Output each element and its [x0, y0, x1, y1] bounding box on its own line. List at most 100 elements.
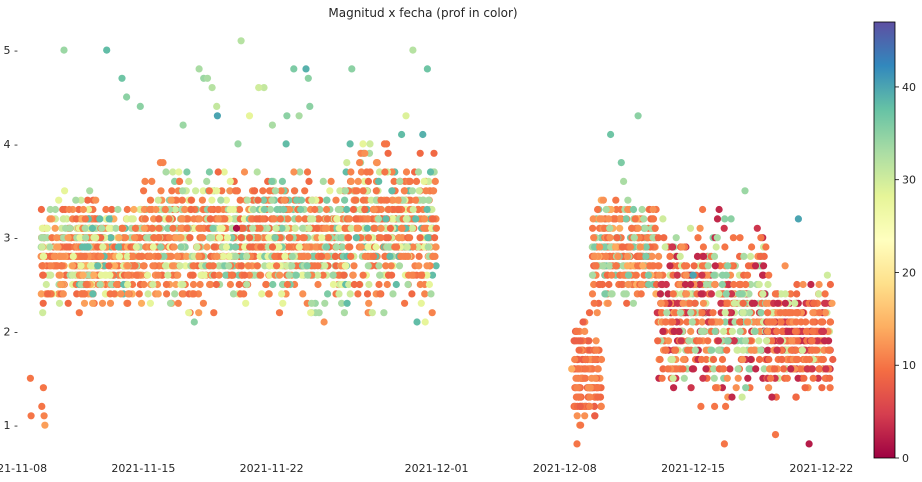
data-point — [171, 177, 179, 185]
data-point — [361, 205, 369, 214]
data-point — [162, 280, 170, 289]
data-point — [651, 224, 659, 232]
data-point — [154, 252, 162, 260]
data-point — [168, 187, 176, 195]
data-point — [815, 280, 823, 289]
data-point — [757, 234, 765, 242]
colorbar-tick-label: 20 — [902, 266, 916, 279]
data-point — [278, 224, 286, 232]
data-point — [322, 205, 331, 214]
data-point — [744, 374, 752, 382]
data-point — [68, 271, 77, 279]
data-point — [787, 346, 795, 354]
data-point — [421, 290, 429, 298]
data-point — [372, 159, 381, 167]
data-point — [792, 309, 800, 317]
data-point — [55, 196, 63, 204]
data-point — [699, 299, 708, 307]
data-point — [755, 280, 763, 289]
data-point — [198, 196, 206, 204]
data-point — [241, 271, 249, 279]
data-point — [723, 299, 731, 307]
data-point — [39, 299, 47, 307]
data-point — [408, 224, 417, 232]
data-point — [822, 365, 830, 373]
data-point — [751, 262, 760, 270]
data-point — [659, 215, 667, 223]
data-point — [623, 299, 631, 307]
data-point — [400, 187, 408, 195]
data-point — [690, 262, 698, 270]
data-point — [249, 205, 258, 214]
data-point — [591, 243, 599, 251]
data-point — [155, 224, 163, 232]
data-point — [826, 384, 834, 392]
colorbar-tick-label: 10 — [902, 359, 916, 372]
data-point — [740, 252, 748, 260]
data-point — [361, 149, 369, 157]
data-point — [60, 46, 68, 54]
data-point — [206, 280, 214, 289]
data-point — [673, 299, 682, 307]
data-point — [715, 205, 723, 214]
data-point — [604, 299, 612, 307]
data-point — [196, 280, 204, 289]
data-point — [187, 196, 195, 204]
data-point — [606, 262, 614, 270]
data-point — [375, 280, 383, 289]
data-point — [141, 215, 149, 223]
data-point — [787, 290, 795, 298]
data-point — [592, 262, 600, 270]
data-point — [146, 252, 154, 260]
data-point — [722, 402, 730, 410]
data-point — [655, 252, 663, 260]
data-point — [720, 327, 728, 335]
data-point — [730, 299, 739, 307]
data-point — [428, 271, 437, 279]
data-point — [367, 196, 375, 204]
data-point — [132, 271, 140, 279]
data-point — [698, 271, 706, 279]
data-point — [181, 262, 190, 270]
colorbar-tick-label: 40 — [902, 81, 916, 94]
data-point — [666, 252, 674, 260]
data-point — [209, 224, 217, 232]
data-point — [757, 346, 765, 354]
data-point — [189, 280, 198, 289]
data-point — [416, 280, 424, 289]
data-point — [595, 280, 603, 289]
data-point — [66, 224, 74, 232]
data-point — [423, 65, 431, 73]
data-point — [245, 112, 254, 120]
data-point — [96, 215, 104, 223]
data-point — [757, 309, 765, 317]
data-point — [413, 318, 421, 326]
data-point — [765, 271, 773, 279]
data-point — [414, 168, 423, 176]
data-point — [778, 327, 786, 335]
data-point — [278, 177, 286, 185]
data-point — [93, 243, 102, 251]
colorbar-tick-label: 30 — [902, 174, 916, 187]
data-point — [225, 252, 233, 260]
data-point — [97, 252, 105, 260]
data-point — [704, 262, 712, 270]
data-point — [359, 271, 367, 279]
data-point — [720, 440, 729, 448]
data-point — [155, 234, 163, 242]
data-point — [331, 252, 339, 260]
data-point — [662, 346, 670, 354]
data-point — [716, 318, 724, 326]
data-point — [103, 46, 111, 54]
data-point — [767, 374, 775, 382]
data-point — [648, 252, 656, 260]
data-point — [424, 243, 432, 251]
data-point — [420, 177, 428, 185]
data-point — [189, 262, 197, 270]
data-point — [271, 187, 279, 195]
data-point — [739, 299, 747, 307]
data-point — [40, 234, 48, 242]
data-point — [185, 177, 193, 185]
data-point — [304, 74, 312, 82]
data-point — [612, 205, 620, 214]
